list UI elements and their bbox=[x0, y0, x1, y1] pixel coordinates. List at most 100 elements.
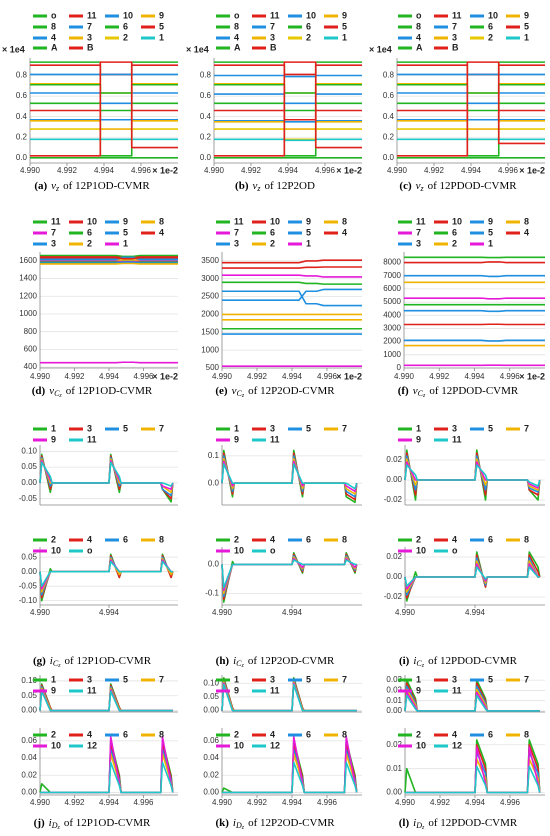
legend-label: 10 bbox=[51, 545, 61, 555]
legend-label: 11 bbox=[270, 685, 280, 695]
caption-symbol: v bbox=[49, 385, 54, 397]
series-line bbox=[40, 761, 174, 794]
caption-symbol: v bbox=[413, 385, 418, 397]
y-tick-label: 1600 bbox=[19, 256, 37, 265]
series-line bbox=[404, 452, 541, 496]
legend-label: 10 bbox=[306, 10, 316, 20]
series-line bbox=[214, 138, 362, 142]
legend-label: 8 bbox=[51, 21, 56, 31]
y-tick-label: 1200 bbox=[19, 291, 37, 300]
series-line bbox=[39, 687, 173, 712]
legend-label: o bbox=[87, 545, 93, 555]
x-tick-label: 4.992 bbox=[241, 166, 262, 175]
caption-suffix: of 12PDOD-CVMR bbox=[428, 655, 518, 667]
legend-label: 6 bbox=[306, 21, 311, 31]
caption-tag: (j) bbox=[34, 817, 45, 829]
chart: 0.00 0.05 0.10 1 3 5 7 9 11 bbox=[203, 674, 362, 715]
y-tick-label: 0.00 bbox=[21, 567, 37, 576]
legend-label: 4 bbox=[270, 534, 275, 544]
x-multiplier: × 1e-2 bbox=[519, 371, 545, 381]
legend-label: 3 bbox=[51, 238, 56, 248]
caption-subsub: z bbox=[421, 663, 425, 669]
legend-label: 8 bbox=[416, 21, 421, 31]
x-tick-label: 4.994 bbox=[282, 798, 303, 807]
x-tick-label: 4.990 bbox=[212, 372, 233, 381]
legend-label: 9 bbox=[416, 434, 421, 444]
y-tick-label: 0.01 bbox=[386, 764, 402, 773]
x-tick-label: 4.992 bbox=[247, 372, 268, 381]
series-line bbox=[39, 553, 174, 602]
y-tick-label: 0.00 bbox=[386, 788, 402, 797]
y-tick-label: 0.02 bbox=[386, 740, 402, 749]
series-line bbox=[39, 559, 173, 590]
y-tick-label: 3000 bbox=[383, 324, 401, 333]
series-line bbox=[214, 109, 362, 121]
legend-label: 4 bbox=[524, 227, 529, 237]
y-tick-label: -0.02 bbox=[384, 592, 403, 601]
legend-label: 10 bbox=[123, 10, 133, 20]
legend-label: 5 bbox=[306, 423, 311, 433]
series-line bbox=[214, 121, 362, 130]
caption-tag: (f) bbox=[398, 385, 409, 397]
legend-label: o bbox=[416, 10, 422, 20]
series-line bbox=[30, 128, 178, 141]
series-line bbox=[222, 259, 362, 264]
y-tick-label: 2000 bbox=[383, 337, 401, 346]
x-tick-label: 4.996 bbox=[317, 372, 338, 381]
series-line bbox=[405, 746, 541, 794]
y-tick-label: 0.05 bbox=[21, 462, 37, 471]
x-tick-label: 4.990 bbox=[212, 798, 233, 807]
caption-tag: (b) bbox=[235, 180, 249, 192]
legend-label: 5 bbox=[342, 21, 347, 31]
legend-label: 5 bbox=[306, 674, 311, 684]
caption: (a) vz of 12P1OD-CVMR bbox=[34, 180, 150, 193]
caption: (d) vCz of 12P1OD-CVMR bbox=[32, 385, 153, 400]
legend-label: B bbox=[270, 42, 277, 52]
caption-subsub: z bbox=[241, 825, 245, 831]
legend-label: 8 bbox=[159, 534, 164, 544]
caption-symbol: i bbox=[413, 817, 416, 829]
legend-label: 6 bbox=[123, 729, 128, 739]
legend-label: 9 bbox=[51, 685, 56, 695]
legend-label: 6 bbox=[488, 534, 493, 544]
series-line bbox=[221, 557, 358, 592]
chart: 500 1000 1500 2000 2500 3000 3500 4.990 4.992 4.9… bbox=[201, 216, 362, 399]
y-tick-label: 1000 bbox=[383, 350, 401, 359]
legend-label: 5 bbox=[159, 21, 164, 31]
legend-label: 5 bbox=[488, 423, 493, 433]
legend-label: 1 bbox=[123, 238, 128, 248]
legend-label: 12 bbox=[452, 740, 462, 750]
series-line bbox=[404, 309, 545, 313]
legend-label: 9 bbox=[342, 10, 347, 20]
caption-sub: C bbox=[416, 659, 422, 668]
legend-label: 2 bbox=[416, 729, 421, 739]
legend-label: 3 bbox=[452, 32, 457, 42]
series-line bbox=[39, 556, 174, 596]
series-line bbox=[30, 119, 178, 130]
y-tick-label: 0.0 bbox=[200, 153, 212, 162]
x-multiplier: × 1e-2 bbox=[519, 165, 545, 175]
series-line bbox=[214, 128, 362, 141]
caption-symbol: i bbox=[50, 655, 53, 667]
y-tick-label: 1000 bbox=[201, 345, 219, 354]
legend-label: 4 bbox=[342, 227, 347, 237]
legend-label: 7 bbox=[416, 227, 421, 237]
y-tick-label: -0.02 bbox=[384, 495, 403, 504]
series-line bbox=[221, 552, 358, 603]
y-tick-label: 0.05 bbox=[203, 692, 219, 701]
y-tick-label: 0.00 bbox=[21, 706, 37, 715]
series-line bbox=[222, 748, 358, 794]
legend-label: 4 bbox=[87, 729, 92, 739]
caption-tag: (g) bbox=[33, 655, 46, 667]
series-line bbox=[30, 61, 178, 157]
series-line bbox=[404, 685, 540, 712]
caption-tag: (e) bbox=[215, 385, 228, 397]
legend-label: 4 bbox=[452, 534, 457, 544]
legend-label: 11 bbox=[234, 216, 244, 226]
y-tick-label: 0.02 bbox=[203, 770, 219, 779]
legend-label: 7 bbox=[159, 674, 164, 684]
caption: (g) iCz of 12P1OD-CVMR bbox=[33, 655, 152, 670]
legend-label: 10 bbox=[416, 545, 426, 555]
caption: (b) vz of 12P2OD bbox=[235, 180, 315, 193]
